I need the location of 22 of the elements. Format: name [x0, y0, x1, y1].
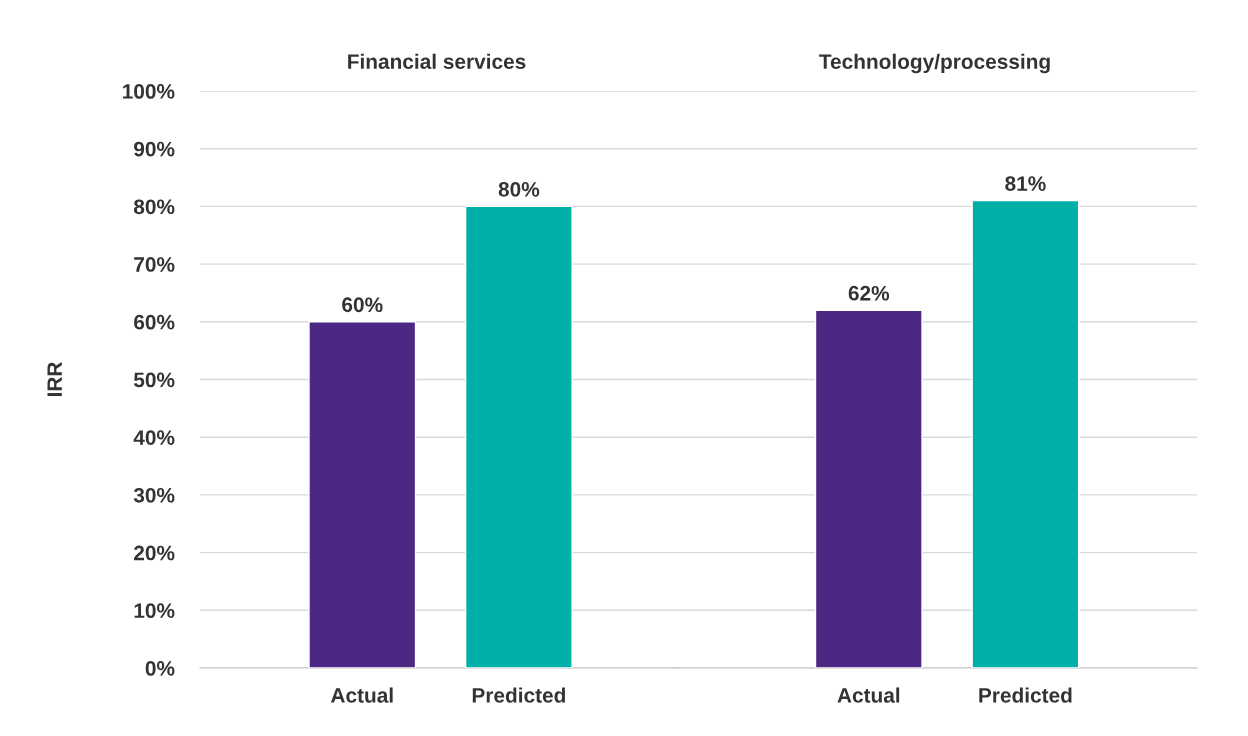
- data-label: 62%: [848, 285, 890, 301]
- data-label: 81%: [1005, 176, 1046, 191]
- y-tick-label: 30%: [133, 487, 175, 503]
- x-tick-label: Actual: [330, 687, 393, 703]
- chart-title: Technology/processing: [819, 53, 1050, 74]
- y-tick-label: 0%: [145, 661, 175, 676]
- chart-title: Financial services: [348, 53, 526, 69]
- y-tick-label: 40%: [133, 430, 175, 445]
- y-tick-label: 10%: [134, 603, 175, 619]
- y-tick-label: 50%: [133, 372, 175, 388]
- y-axis-title: IRR: [47, 361, 62, 397]
- y-tick-label: 60%: [134, 314, 175, 330]
- data-label: 60%: [342, 297, 383, 313]
- x-tick-label: Actual: [837, 687, 900, 703]
- data-label: 80%: [498, 181, 540, 197]
- x-tick-label: Predicted: [979, 687, 1072, 703]
- y-tick-label: 100%: [123, 84, 175, 99]
- x-tick-label: Predicted: [472, 687, 565, 703]
- y-tick-label: 20%: [134, 545, 175, 561]
- y-tick-label: 80%: [133, 199, 175, 215]
- y-tick-label: 70%: [134, 257, 175, 272]
- y-tick-label: 90%: [134, 141, 175, 157]
